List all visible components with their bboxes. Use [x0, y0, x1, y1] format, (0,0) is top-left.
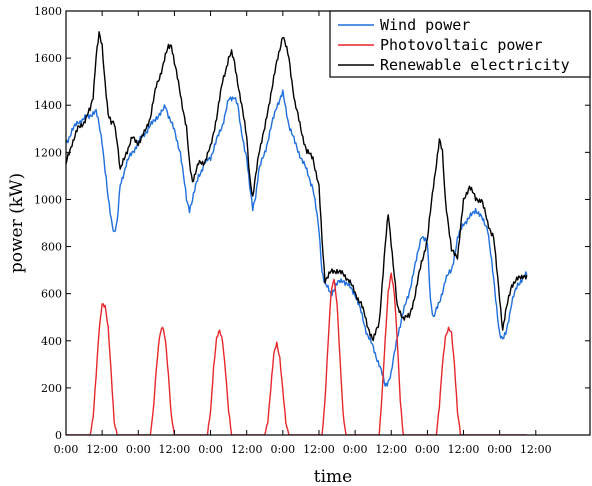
- y-tick-label: 800: [41, 241, 62, 254]
- legend-label: Wind power: [380, 16, 470, 34]
- legend: Wind power Photovoltaic power Renewable el…: [329, 10, 591, 78]
- x-tick-label: 0:00: [487, 443, 512, 456]
- series-line-photovoltaic-power: [66, 272, 527, 435]
- y-tick-label: 1200: [34, 146, 62, 159]
- x-tick-label: 0:00: [270, 443, 295, 456]
- series-line-wind-power: [66, 89, 528, 387]
- y-tick-label: 1800: [34, 5, 62, 18]
- y-tick-label: 1600: [34, 52, 62, 65]
- axes: 0 200 400 600 800 1000 1200 1400 1600 1800 0:00 12:…: [7, 5, 591, 486]
- y-tick-label: 1000: [34, 193, 62, 206]
- series-line-renewable-electricity: [66, 31, 528, 342]
- x-tick-label: 12:00: [231, 443, 263, 456]
- y-tick-label: 600: [41, 288, 62, 301]
- x-tick-label: 0:00: [54, 443, 79, 456]
- x-tick-label: 12:00: [159, 443, 191, 456]
- legend-box: [329, 10, 591, 78]
- x-tick-label: 0:00: [126, 443, 151, 456]
- y-tick-label: 200: [41, 382, 62, 395]
- x-tick-label: 0:00: [343, 443, 368, 456]
- plot-area: [66, 31, 528, 435]
- x-tick-label: 12:00: [375, 443, 407, 456]
- x-tick-label: 12:00: [86, 443, 118, 456]
- x-tick-label: 12:00: [448, 443, 480, 456]
- y-tick-label: 400: [41, 335, 62, 348]
- y-tick-label: 1400: [34, 99, 62, 112]
- plot-frame: [65, 10, 591, 436]
- y-tick-label: 0: [55, 429, 62, 442]
- x-tick-label: 12:00: [303, 443, 335, 456]
- x-tick-label: 12:00: [520, 443, 552, 456]
- x-axis-label: time: [314, 467, 352, 486]
- x-tick-label: 0:00: [415, 443, 440, 456]
- legend-label: Photovoltaic power: [380, 36, 543, 54]
- x-tick-label: 0:00: [198, 443, 223, 456]
- y-axis-label: power (kW): [7, 173, 27, 273]
- legend-label: Renewable electricity: [380, 56, 570, 74]
